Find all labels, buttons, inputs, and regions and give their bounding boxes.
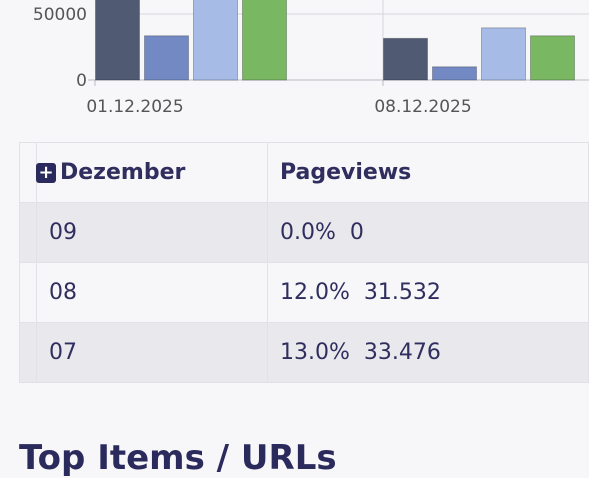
y-tick-label-0: 0 bbox=[76, 71, 87, 91]
bar-01.12.2025-series-1[interactable] bbox=[95, 0, 140, 81]
pageviews-cell: 13.0% 33.476 bbox=[267, 322, 589, 383]
x-tick-label-01-12-2025: 01.12.2025 bbox=[86, 97, 183, 117]
table-row: 08 12.0% 31.532 bbox=[19, 262, 589, 323]
chart-bars bbox=[95, 0, 575, 81]
daily-pageviews-table: + Dezember Pageviews 09 0.0% 0 08 12.0% 31.… bbox=[19, 142, 589, 383]
month-header-label: Dezember bbox=[59, 160, 186, 185]
row-spacer-cell bbox=[19, 202, 37, 263]
pageviews-count: 0 bbox=[349, 220, 364, 245]
section-title: Top Items / URLs bbox=[19, 438, 337, 478]
day-cell: 08 bbox=[35, 262, 269, 323]
table-row: 07 13.0% 33.476 bbox=[19, 322, 589, 383]
pageviews-cell: 12.0% 31.532 bbox=[267, 262, 589, 323]
table-row: 09 0.0% 0 bbox=[19, 202, 589, 263]
bar-08.12.2025-series-3[interactable] bbox=[481, 27, 526, 81]
table-header-row: + Dezember Pageviews bbox=[19, 142, 589, 203]
row-spacer-cell bbox=[19, 322, 37, 383]
day-cell: 07 bbox=[35, 322, 269, 383]
bar-01.12.2025-series-3[interactable] bbox=[193, 0, 238, 81]
pageviews-count: 31.532 bbox=[363, 280, 441, 305]
day-cell: 09 bbox=[35, 202, 269, 263]
bar-08.12.2025-series-4[interactable] bbox=[530, 35, 575, 81]
y-tick-label-50000: 50000 bbox=[33, 5, 87, 25]
pageviews-percent: 0.0% bbox=[280, 220, 336, 245]
x-tick-label-08-12-2025: 08.12.2025 bbox=[374, 97, 471, 117]
expand-plus-icon[interactable]: + bbox=[35, 163, 56, 183]
header-pageviews-cell: Pageviews bbox=[267, 142, 589, 203]
header-month-cell: + Dezember bbox=[35, 142, 269, 203]
pageviews-header-label: Pageviews bbox=[280, 160, 412, 185]
pageviews-bar-chart: 50000 0 01.12.2025 08.12.2025 bbox=[33, 0, 589, 117]
pageviews-count: 33.476 bbox=[363, 340, 441, 365]
bar-08.12.2025-series-2[interactable] bbox=[432, 66, 477, 81]
pageviews-percent: 12.0% bbox=[280, 280, 350, 305]
pageviews-percent: 13.0% bbox=[280, 340, 350, 365]
pageviews-cell: 0.0% 0 bbox=[267, 202, 589, 263]
bar-08.12.2025-series-1[interactable] bbox=[383, 37, 428, 81]
row-spacer-cell bbox=[19, 262, 37, 323]
bar-01.12.2025-series-4[interactable] bbox=[242, 0, 287, 81]
header-spacer-cell bbox=[19, 142, 37, 203]
bar-01.12.2025-series-2[interactable] bbox=[144, 35, 189, 81]
